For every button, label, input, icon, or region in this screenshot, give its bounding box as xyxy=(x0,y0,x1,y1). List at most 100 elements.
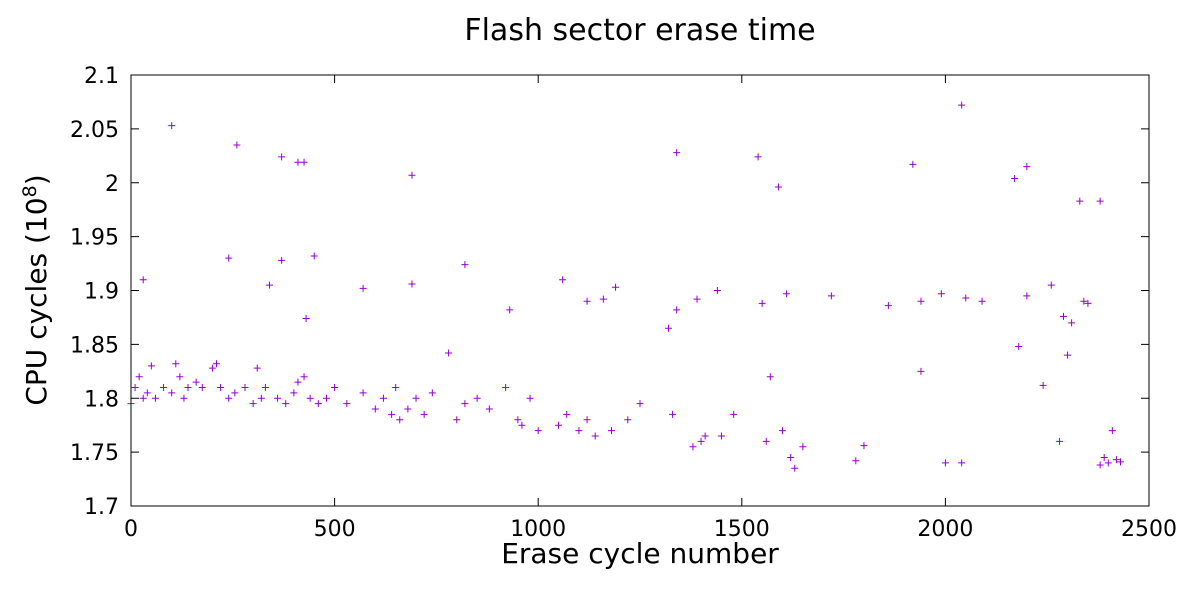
data-point xyxy=(290,389,298,397)
x-tick-label: 1500 xyxy=(714,517,770,542)
data-point xyxy=(962,294,970,302)
data-point xyxy=(198,383,206,391)
y-tick-label: 2.05 xyxy=(70,118,119,143)
data-point xyxy=(473,394,481,402)
data-point xyxy=(860,442,868,450)
data-point xyxy=(172,360,180,368)
data-point xyxy=(331,383,339,391)
data-point xyxy=(941,459,949,467)
data-point xyxy=(231,389,239,397)
data-point xyxy=(575,427,583,435)
data-point xyxy=(217,383,225,391)
y-tick-label: 1.9 xyxy=(84,280,119,305)
data-point xyxy=(783,290,791,298)
data-point xyxy=(555,421,563,429)
data-point xyxy=(958,101,966,109)
data-point xyxy=(461,261,469,269)
data-point xyxy=(379,394,387,402)
y-axis-title-exponent: 8 xyxy=(19,185,41,197)
data-point xyxy=(428,389,436,397)
data-point xyxy=(192,378,200,386)
data-point xyxy=(762,437,770,445)
data-point xyxy=(314,400,322,408)
data-point xyxy=(396,416,404,424)
data-point xyxy=(1112,456,1120,464)
data-point xyxy=(791,464,799,472)
y-tick-label: 1.95 xyxy=(70,226,119,251)
data-point xyxy=(408,171,416,179)
data-point xyxy=(799,443,807,451)
data-point xyxy=(143,389,151,397)
data-point xyxy=(779,427,787,435)
data-point xyxy=(1096,461,1104,469)
data-point xyxy=(343,400,351,408)
data-point xyxy=(184,383,192,391)
y-axis-title: CPU cycles (108) xyxy=(19,174,53,405)
y-tick-label: 1.7 xyxy=(84,495,119,520)
data-point xyxy=(461,400,469,408)
data-point xyxy=(453,416,461,424)
data-point xyxy=(693,295,701,303)
data-point xyxy=(917,367,925,375)
data-point xyxy=(701,432,709,440)
y-tick-label: 1.85 xyxy=(70,333,119,358)
data-point xyxy=(278,153,286,161)
data-point xyxy=(253,364,261,372)
data-point xyxy=(599,295,607,303)
data-point xyxy=(636,400,644,408)
data-point xyxy=(1023,292,1031,300)
data-point xyxy=(168,389,176,397)
data-point xyxy=(1068,319,1076,327)
data-point xyxy=(612,283,620,291)
data-point xyxy=(1096,197,1104,205)
y-tick-label: 1.75 xyxy=(70,441,119,466)
data-point xyxy=(249,400,257,408)
x-tick-label: 2500 xyxy=(1121,517,1177,542)
y-axis-tick-labels: 1.7 1.75 1.8 1.85 1.9 1.95 2 2.05 2.1 xyxy=(70,64,119,520)
data-point xyxy=(131,383,139,391)
data-point xyxy=(774,183,782,191)
data-point xyxy=(160,383,168,391)
y-axis-title-main: CPU cycles (10 xyxy=(20,197,53,405)
data-point xyxy=(135,373,143,381)
data-point xyxy=(168,122,176,130)
x-tick-label: 1000 xyxy=(510,517,566,542)
data-point xyxy=(1108,427,1116,435)
data-point xyxy=(563,410,571,418)
data-point xyxy=(392,383,400,391)
data-point xyxy=(225,394,233,402)
data-point xyxy=(730,410,738,418)
data-point xyxy=(241,383,249,391)
data-point xyxy=(139,276,147,284)
data-point xyxy=(233,141,241,149)
data-point xyxy=(583,416,591,424)
data-point xyxy=(1055,437,1063,445)
data-point xyxy=(420,410,428,418)
data-point xyxy=(534,427,542,435)
data-point xyxy=(300,158,308,166)
data-point xyxy=(766,373,774,381)
x-axis-title: Erase cycle number xyxy=(501,537,779,570)
data-point xyxy=(139,394,147,402)
data-point xyxy=(147,362,155,370)
data-point xyxy=(265,281,273,289)
data-point xyxy=(1023,163,1031,171)
data-point xyxy=(1076,197,1084,205)
data-point xyxy=(673,306,681,314)
data-point xyxy=(294,378,302,386)
data-point xyxy=(485,405,493,413)
data-point xyxy=(502,383,510,391)
data-point xyxy=(306,394,314,402)
data-point xyxy=(388,410,396,418)
data-point xyxy=(669,410,677,418)
data-point xyxy=(689,443,697,451)
data-point xyxy=(978,297,986,305)
data-point xyxy=(1117,458,1124,466)
data-point xyxy=(697,437,705,445)
data-point xyxy=(371,405,379,413)
data-point xyxy=(758,299,766,307)
data-point xyxy=(1104,459,1112,467)
x-tick-label: 0 xyxy=(124,517,138,542)
